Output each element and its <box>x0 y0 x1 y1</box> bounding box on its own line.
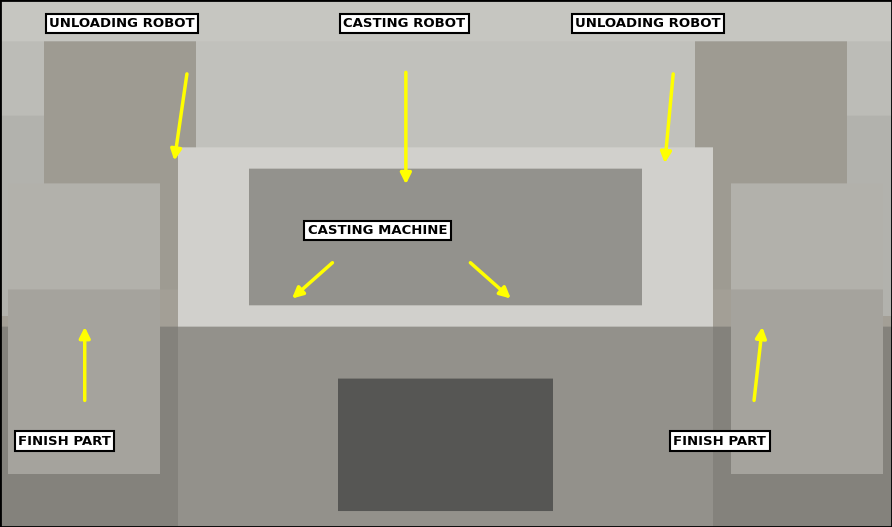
Text: UNLOADING ROBOT: UNLOADING ROBOT <box>575 17 721 30</box>
Text: FINISH PART: FINISH PART <box>673 435 766 448</box>
Text: CASTING MACHINE: CASTING MACHINE <box>308 224 447 237</box>
Text: CASTING ROBOT: CASTING ROBOT <box>343 17 466 30</box>
Text: UNLOADING ROBOT: UNLOADING ROBOT <box>49 17 194 30</box>
Text: FINISH PART: FINISH PART <box>18 435 111 448</box>
